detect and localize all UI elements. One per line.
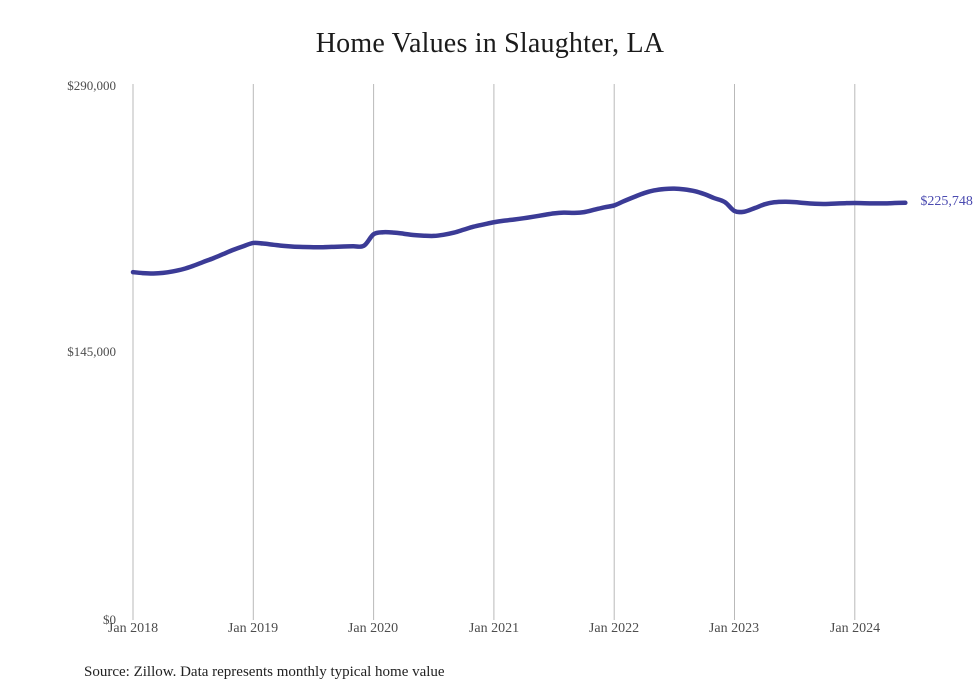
gridlines-group [132, 84, 856, 620]
x-tick-label-5: Jan 2023 [708, 621, 760, 636]
series-end-value-label: $225,748 [920, 193, 973, 209]
chart-title: Home Values in Slaughter, LA [315, 28, 665, 59]
x-tick-label-6: Jan 2024 [829, 621, 881, 636]
y-tick-label-2: $0 [103, 612, 116, 627]
source-note: Source: Zillow. Data represents monthly … [84, 664, 445, 680]
series-line-0 [130, 186, 908, 276]
x-tick-label-2: Jan 2020 [347, 621, 399, 636]
x-tick-label-4: Jan 2022 [588, 621, 640, 636]
series-group [130, 186, 908, 276]
x-tick-label-3: Jan 2021 [468, 621, 520, 636]
y-tick-label-1: $145,000 [67, 344, 116, 359]
x-tick-label-0: Jan 2018 [107, 621, 159, 636]
x-tick-label-1: Jan 2019 [227, 621, 279, 636]
y-tick-label-0: $290,000 [67, 78, 116, 93]
